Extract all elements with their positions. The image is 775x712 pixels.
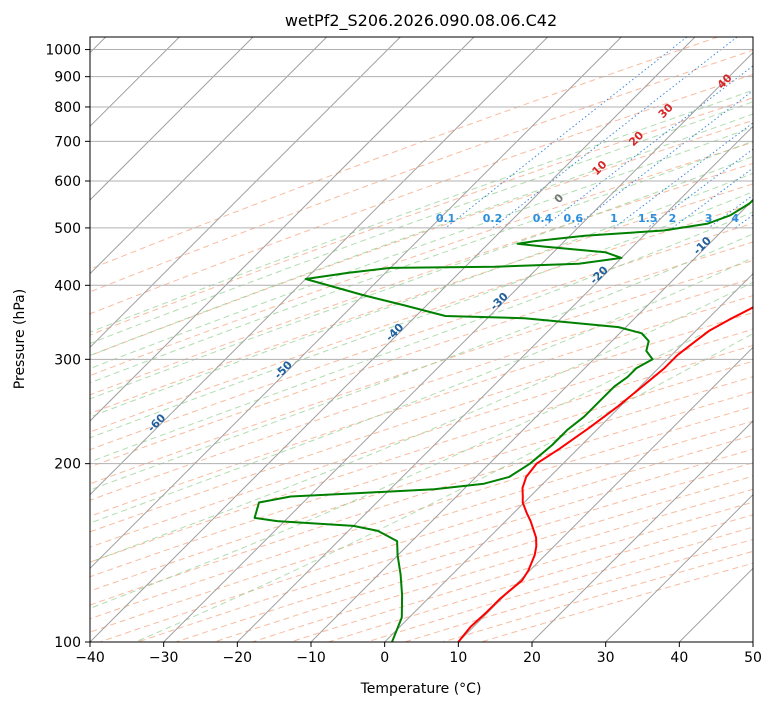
y-tick-label: 900 [54,70,81,86]
mixing-ratio-label: 1 [610,212,618,225]
y-tick-label: 400 [54,278,81,294]
y-tick-label: 100 [54,635,81,651]
mixing-ratio-label: 3 [705,212,713,225]
y-tick-label: 700 [54,134,81,150]
y-tick-label: 300 [54,352,81,368]
x-axis-label: Temperature (°C) [360,681,482,697]
mixing-ratio-label: 4 [731,212,739,225]
x-tick-label: 40 [670,650,688,666]
mixing-ratio-label: 0.4 [533,212,553,225]
mixing-ratio-label: 0.6 [564,212,584,225]
mixing-ratio-label: 2 [669,212,677,225]
x-tick-label: −20 [223,650,253,666]
x-tick-label: 50 [744,650,762,666]
x-tick-label: 30 [597,650,615,666]
x-tick-label: −10 [296,650,326,666]
mixing-ratio-label: 1.5 [638,212,658,225]
y-axis-label: Pressure (hPa) [12,289,28,389]
x-tick-label: 20 [523,650,541,666]
x-tick-label: 10 [449,650,467,666]
y-tick-label: 600 [54,174,81,190]
x-tick-label: −30 [149,650,179,666]
x-tick-label: −40 [75,650,105,666]
y-tick-label: 1000 [45,43,81,59]
y-tick-label: 500 [54,221,81,237]
x-tick-label: 0 [380,650,389,666]
y-tick-label: 200 [54,457,81,473]
y-tick-label: 800 [54,100,81,116]
chart-title: wetPf2_S206.2026.090.08.06.C42 [285,11,557,31]
mixing-ratio-label: 0.1 [436,212,456,225]
mixing-ratio-label: 0.2 [483,212,503,225]
